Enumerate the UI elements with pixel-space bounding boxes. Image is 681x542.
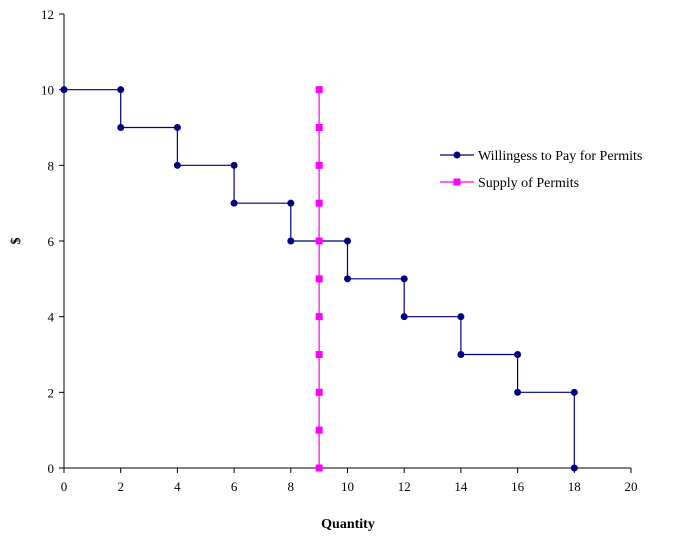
data-point <box>173 124 181 131</box>
data-point <box>60 86 68 94</box>
x-tick-label: 4 <box>174 479 181 494</box>
x-tick-label: 0 <box>61 479 68 494</box>
legend: Willingess to Pay for Permits Supply of P… <box>440 149 642 191</box>
x-tick-label: 12 <box>398 479 411 494</box>
data-point <box>117 86 125 94</box>
legend-item: Willingess to Pay for Permits <box>440 149 642 164</box>
data-point <box>400 313 408 321</box>
y-tick-label: 0 <box>48 461 55 476</box>
data-point <box>230 161 238 169</box>
x-tick-label: 6 <box>231 479 238 494</box>
y-tick-label: 2 <box>48 385 55 400</box>
data-point <box>344 237 351 245</box>
data-point <box>315 426 323 434</box>
data-point <box>457 313 465 321</box>
x-tick-label: 18 <box>568 479 581 494</box>
data-point <box>315 124 323 131</box>
x-tick-label: 2 <box>117 479 124 494</box>
data-point <box>315 351 323 358</box>
series-0 <box>60 86 578 472</box>
y-tick-label: 4 <box>48 310 55 325</box>
data-point <box>400 275 408 283</box>
y-tick-label: 8 <box>48 158 55 173</box>
x-axis-title: Quantity <box>321 517 375 532</box>
data-point <box>173 161 181 169</box>
x-tick-label: 14 <box>454 479 468 494</box>
data-point <box>570 464 578 472</box>
series-1 <box>315 86 323 472</box>
x-tick-label: 20 <box>625 479 638 494</box>
data-point <box>315 86 323 94</box>
y-tick-label: 12 <box>41 7 54 22</box>
data-point <box>315 275 323 283</box>
legend-marker <box>453 151 461 159</box>
y-tick-label: 6 <box>48 234 55 249</box>
data-point <box>230 199 238 207</box>
data-point <box>514 388 522 396</box>
y-axis-title: $ <box>9 238 24 245</box>
data-point <box>315 464 323 472</box>
data-point <box>287 237 295 245</box>
data-point <box>514 351 522 358</box>
data-point <box>315 161 323 169</box>
data-point <box>315 237 323 245</box>
series-layer <box>60 86 578 472</box>
data-point <box>117 124 125 131</box>
data-point <box>570 388 578 396</box>
data-point <box>287 199 295 207</box>
data-point <box>457 351 465 358</box>
legend-label: Willingess to Pay for Permits <box>478 149 642 164</box>
legend-label: Supply of Permits <box>478 176 579 191</box>
legend-marker <box>453 178 461 186</box>
legend-item: Supply of Permits <box>440 176 579 191</box>
data-point <box>315 199 323 207</box>
data-point <box>315 313 323 321</box>
x-tick-label: 8 <box>288 479 295 494</box>
data-point <box>315 388 323 396</box>
x-tick-label: 10 <box>341 479 354 494</box>
x-tick-label: 16 <box>511 479 525 494</box>
y-tick-label: 10 <box>41 83 54 98</box>
axes: 0 2 4 6 8 10 12 14 16 18 20 0 2 4 6 8 10 12 <box>41 7 638 494</box>
data-point <box>344 275 351 283</box>
